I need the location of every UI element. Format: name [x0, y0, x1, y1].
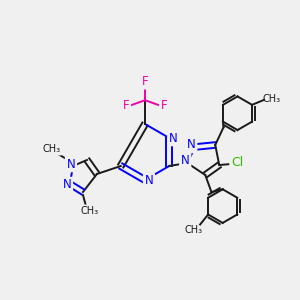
Text: CH₃: CH₃: [43, 144, 61, 154]
Text: N: N: [67, 158, 75, 170]
Text: CH₃: CH₃: [184, 224, 202, 235]
Text: N: N: [181, 154, 190, 166]
Text: CH₃: CH₃: [262, 94, 280, 104]
Text: Cl: Cl: [231, 157, 243, 169]
Text: N: N: [145, 175, 153, 188]
Text: N: N: [63, 178, 71, 191]
Text: N: N: [187, 139, 196, 152]
Text: F: F: [142, 75, 148, 88]
Text: N: N: [169, 131, 178, 145]
Text: F: F: [123, 99, 129, 112]
Text: F: F: [161, 99, 167, 112]
Text: CH₃: CH₃: [81, 206, 99, 216]
